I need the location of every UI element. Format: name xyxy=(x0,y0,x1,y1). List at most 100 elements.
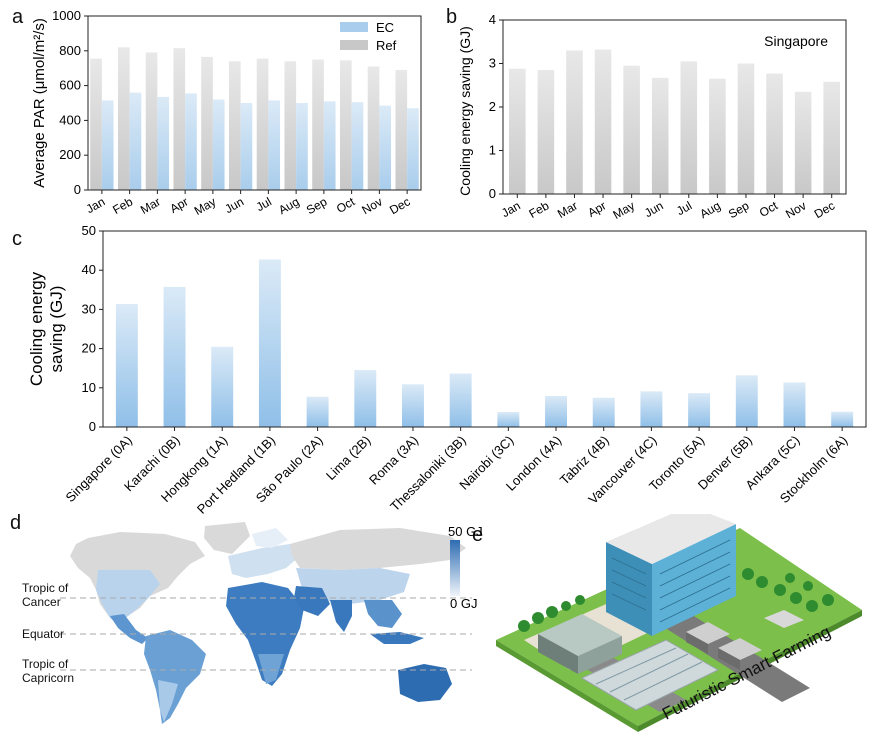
b-xtick-label: Mar xyxy=(555,198,580,220)
bar-c xyxy=(688,393,711,427)
c-ylabel-line2: saving (GJ) xyxy=(47,286,66,373)
bar-b xyxy=(651,77,669,194)
b-annotation: Singapore xyxy=(764,33,828,49)
a-xtick-label: Jul xyxy=(254,194,274,214)
bar-a-ref xyxy=(395,69,408,190)
world-map: Tropic of Cancer Equator Tropic of Capri… xyxy=(22,522,483,724)
c-ytick-label: 20 xyxy=(82,341,96,356)
bar-c xyxy=(258,259,281,427)
bar-b xyxy=(766,73,783,194)
farm-building-side xyxy=(578,636,622,674)
india-shape xyxy=(330,600,352,632)
bar-c xyxy=(449,373,472,427)
c-ytick-label: 50 xyxy=(82,223,96,238)
c-ytick-label: 0 xyxy=(89,419,96,434)
middle-east-shape xyxy=(294,586,330,616)
a-xtick-label: Apr xyxy=(167,194,190,215)
bar-a-ec xyxy=(296,103,308,190)
bar-a-ref xyxy=(145,52,158,190)
bar-b xyxy=(823,81,840,194)
small-house-1 xyxy=(686,622,730,644)
c-xtick-label: Singapore (0A) xyxy=(63,433,135,505)
cancer-label-1: Tropic of xyxy=(22,581,69,595)
bar-a-ref xyxy=(256,58,269,190)
small-house-2-front xyxy=(718,648,740,670)
legend-ref-swatch xyxy=(340,40,368,50)
bar-c xyxy=(783,382,806,427)
b-xtick-label: Apr xyxy=(585,198,608,219)
a-xtick-label: Feb xyxy=(110,194,135,217)
a-xtick-label: Jun xyxy=(222,194,246,216)
capricorn-label-1: Tropic of xyxy=(22,657,69,671)
tower-roof xyxy=(606,514,736,564)
a-xtick-label: Oct xyxy=(334,194,358,216)
greenhouse-rows xyxy=(595,647,703,701)
bar-a-ec xyxy=(379,105,392,190)
bar-b xyxy=(680,61,698,195)
panel-label-d: d xyxy=(10,512,22,534)
bar-c xyxy=(831,411,854,427)
south-america-shape xyxy=(144,630,206,724)
b-xtick-label: Jan xyxy=(499,198,523,220)
bar-b xyxy=(566,50,583,195)
bar-a-ref xyxy=(173,48,186,190)
bar-c xyxy=(402,384,424,427)
farm-building-front xyxy=(538,634,578,674)
legend-ec-label: EC xyxy=(376,20,394,35)
legend-ref-label: Ref xyxy=(376,38,397,53)
africa-south-shape xyxy=(258,654,284,684)
asia-north-shape xyxy=(290,528,466,570)
bar-a-ref xyxy=(90,58,102,190)
b-ytick-label: 4 xyxy=(489,12,496,27)
panel-label-b: b xyxy=(446,6,458,28)
colorbar xyxy=(450,540,460,596)
bar-a-ref xyxy=(284,61,297,190)
bar-a-ref xyxy=(117,47,130,190)
c-ytick-label: 10 xyxy=(82,380,96,395)
bar-c xyxy=(306,396,329,427)
c-ytick-label: 30 xyxy=(82,301,96,316)
bar-a-ref xyxy=(228,61,241,190)
c-xtick-label: Lima (2B) xyxy=(323,433,373,483)
c-frame xyxy=(102,230,867,428)
continents xyxy=(70,522,466,724)
b-xtick-label: Feb xyxy=(526,198,551,221)
australia-shape xyxy=(398,664,452,702)
bar-c xyxy=(211,346,234,427)
central-america-shape xyxy=(110,614,148,644)
bar-a-ec xyxy=(101,100,114,190)
bar-c xyxy=(163,286,186,427)
bar-b xyxy=(709,78,726,194)
trees xyxy=(518,568,834,632)
b-ytick-label: 3 xyxy=(489,56,496,71)
bar-b xyxy=(794,91,812,194)
a-xtick-label: Jan xyxy=(84,194,108,216)
a-xtick-label: Aug xyxy=(276,194,301,217)
b-xtick-label: Oct xyxy=(757,198,781,220)
bar-a-ec xyxy=(240,103,253,190)
a-ytick-label: 1000 xyxy=(52,8,81,23)
b-xtick-label: Sep xyxy=(726,198,752,221)
bar-a-ref xyxy=(367,66,380,190)
a-xtick-label: Sep xyxy=(304,194,330,217)
legend-ec-swatch xyxy=(340,22,368,32)
a-frame xyxy=(87,15,422,191)
colorbar-min-label: 0 GJ xyxy=(450,596,477,611)
b-ytick-label: 0 xyxy=(489,186,496,201)
panel-label-c: c xyxy=(12,228,22,250)
panel-label-a: a xyxy=(12,6,24,28)
equator-label: Equator xyxy=(22,627,64,641)
bar-a-ec xyxy=(185,93,197,190)
small-house-2 xyxy=(718,638,762,660)
b-ytick-label: 2 xyxy=(489,99,496,114)
bar-c xyxy=(115,304,138,427)
north-america-south-shape xyxy=(96,570,160,624)
bar-b xyxy=(509,68,526,194)
b-xtick-label: Jul xyxy=(674,198,694,218)
bar-b xyxy=(537,70,555,194)
bar-a-ref xyxy=(339,60,352,191)
a-ytick-label: 600 xyxy=(59,78,81,93)
capricorn-label-2: Capricorn xyxy=(22,671,74,685)
a-ytick-label: 800 xyxy=(59,43,81,58)
